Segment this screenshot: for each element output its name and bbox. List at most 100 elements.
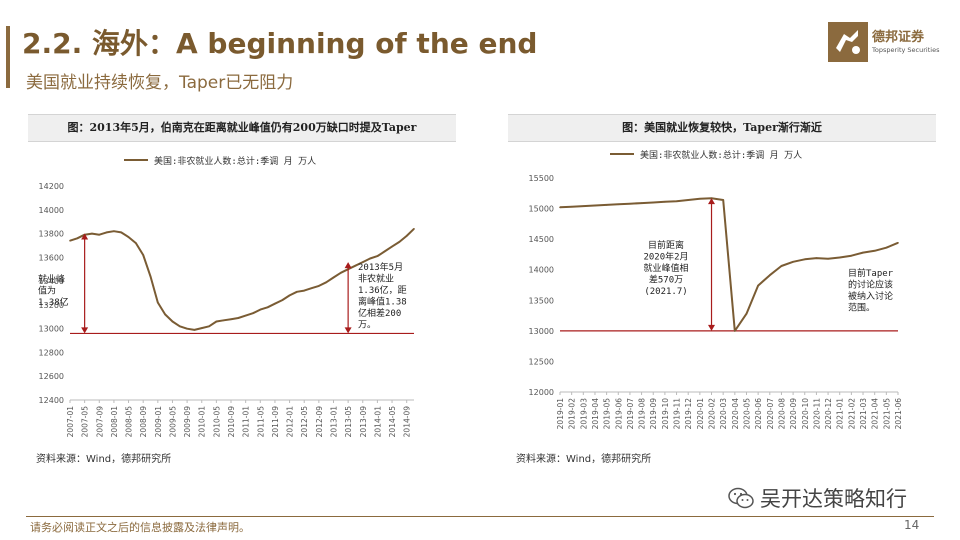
data-point [91,232,93,235]
data-point [699,197,701,200]
data-point [734,330,736,332]
data-point [413,228,415,230]
data-point [640,202,643,204]
chart-title: 图：美国就业恢复较快，Taper渐行渐近 [508,114,936,142]
x-tick-label: 2008-05 [125,406,134,438]
data-point [652,201,655,204]
data-point [69,239,71,242]
data-point [237,317,240,319]
x-tick-label: 2011-05 [256,406,265,438]
x-tick-label: 2014-05 [388,406,397,438]
data-point [675,200,678,203]
x-tick-label: 2021-05 [882,398,891,430]
annotation-arrowhead [81,327,89,334]
data-point [76,237,79,240]
data-point [208,325,210,328]
data-point [398,241,401,243]
y-tick-label: 15500 [529,174,554,183]
x-tick-label: 2020-09 [789,398,798,430]
annotation-text: 2013年5月非农就业 1.36亿，距离峰值1.38 亿相差200 万。 [358,261,407,331]
y-tick-label: 12400 [39,396,64,405]
data-point [215,320,218,323]
data-point [710,197,713,199]
data-point [332,276,335,279]
x-tick-label: 2020-04 [731,398,740,430]
data-point [303,289,306,292]
x-tick-label: 2019-10 [661,398,670,430]
x-tick-label: 2013-01 [329,406,338,438]
x-tick-label: 2019-02 [568,398,577,430]
x-tick-label: 2020-08 [777,398,786,430]
x-tick-label: 2013-05 [344,406,353,438]
x-tick-label: 2007-09 [95,406,104,438]
x-tick-label: 2019-12 [684,398,693,430]
annotation-arrowhead [81,233,89,240]
x-tick-label: 2008-09 [139,406,148,438]
x-tick-label: 2012-05 [300,406,309,438]
x-tick-label: 2021-04 [871,398,880,430]
data-point [617,203,620,206]
annotation-text: 就业峰值为 1.38亿 [38,273,69,308]
data-point [230,318,232,320]
x-tick-label: 2009-09 [183,406,192,438]
footer-divider [26,516,934,517]
y-tick-label: 13200 [39,301,64,310]
x-tick-label: 2021-03 [859,398,868,430]
annotation-text: 目前Taper 的讨论应该被纳入讨论范围。 [848,267,894,314]
x-tick-label: 2021-02 [847,398,856,430]
y-tick-label: 15000 [529,205,554,214]
data-point [582,205,585,207]
x-tick-label: 2020-12 [824,398,833,430]
data-point [149,275,152,278]
x-tick-label: 2019-06 [614,398,623,430]
logo-text-cn: 德邦证券 [872,30,925,45]
data-point [186,327,188,330]
data-point [193,329,196,331]
y-tick-label: 13500 [529,296,554,305]
data-point [559,206,561,209]
annotation-arrowhead [708,324,716,331]
y-tick-label: 12600 [39,372,64,381]
annotation-arrowhead [344,262,352,269]
chart-right: 美国:非农就业人数:总计:季调 月 万人 12000 12500 13000 13500… [529,149,903,430]
x-tick-label: 2021-01 [836,398,845,430]
x-tick-label: 2007-05 [81,406,90,438]
x-tick-label: 2020-03 [719,398,728,430]
data-point [127,236,130,238]
data-point [157,301,159,304]
data-point [722,199,724,201]
x-tick-label: 2009-01 [154,406,163,438]
footer-disclaimer: 请务必阅读正文之后的信息披露及法律声明。 [30,521,250,534]
data-point [340,271,342,274]
x-tick-label: 2014-01 [373,406,382,438]
data-point [570,205,573,208]
data-point [757,284,759,287]
x-tick-label: 2011-01 [242,406,251,438]
x-tick-label: 2020-07 [766,398,775,430]
data-point [815,257,818,259]
watermark-text: 吴开达策略知行 [760,487,907,511]
y-tick-label: 13800 [39,230,64,239]
page-title: 2.2. 海外：A beginning of the end [22,27,538,60]
y-tick-label: 13000 [39,325,64,334]
data-point [164,313,166,316]
page-subtitle: 美国就业持续恢复，Taper已无阻力 [26,73,294,93]
logo-icon [828,22,868,62]
data-point [803,258,806,261]
data-point [142,254,144,256]
data-point [354,264,357,267]
series-line [69,228,415,331]
x-tick-label: 2021-06 [894,398,903,430]
data-point [376,255,379,257]
y-tick-label: 13400 [39,277,64,286]
y-tick-label: 14000 [529,266,554,275]
y-tick-label: 12500 [529,357,554,366]
x-tick-label: 2013-09 [359,406,368,438]
data-point [171,320,174,323]
data-point [687,199,690,201]
data-point [850,254,853,257]
data-point [244,314,247,317]
data-point [664,201,666,203]
data-point [296,291,298,293]
x-tick-label: 2020-10 [801,398,810,430]
